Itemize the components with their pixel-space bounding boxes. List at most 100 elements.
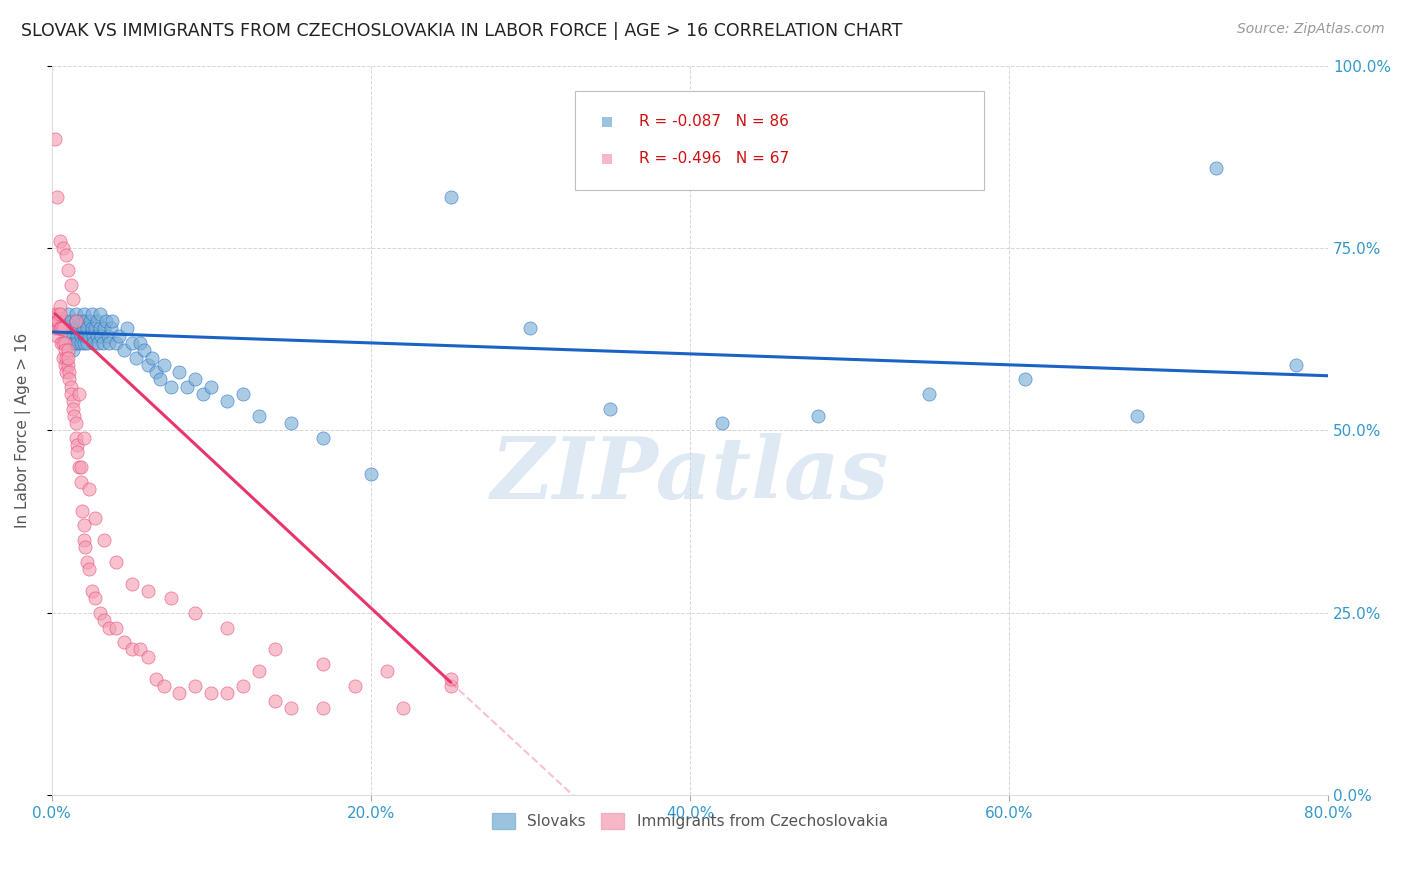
Point <box>77 482 100 496</box>
Point <box>108 328 131 343</box>
Point <box>59 321 82 335</box>
Point <box>280 701 302 715</box>
Point <box>67 460 90 475</box>
Point <box>84 321 107 335</box>
Point <box>193 387 215 401</box>
Point <box>58 372 80 386</box>
Point <box>734 115 756 129</box>
Point <box>104 621 127 635</box>
Point <box>65 314 87 328</box>
Point <box>82 328 104 343</box>
Point <box>734 152 756 166</box>
Text: R = -0.496   N = 67: R = -0.496 N = 67 <box>638 152 789 167</box>
Point <box>247 409 270 423</box>
Point <box>53 314 76 328</box>
Point <box>217 394 239 409</box>
Point <box>69 335 91 350</box>
Point <box>46 307 69 321</box>
Point <box>232 387 254 401</box>
Point <box>69 328 91 343</box>
Point <box>65 314 87 328</box>
Point <box>90 328 112 343</box>
Point <box>75 541 97 555</box>
Point <box>59 314 82 328</box>
Point <box>89 321 111 335</box>
Point <box>77 328 100 343</box>
Point <box>519 321 541 335</box>
Point <box>200 686 222 700</box>
Point <box>93 613 115 627</box>
Point <box>65 321 87 335</box>
Point <box>65 307 87 321</box>
Point <box>52 351 75 365</box>
Point <box>264 693 287 707</box>
Point <box>152 679 174 693</box>
Point <box>59 277 82 292</box>
Point <box>184 679 207 693</box>
Point <box>73 307 96 321</box>
Point <box>62 335 84 350</box>
FancyBboxPatch shape <box>575 91 984 190</box>
Point <box>45 314 67 328</box>
Point <box>49 300 72 314</box>
Point <box>1285 358 1308 372</box>
Point <box>56 343 79 358</box>
Point <box>136 358 159 372</box>
Point <box>89 307 111 321</box>
Point <box>160 380 183 394</box>
Point <box>217 686 239 700</box>
Point <box>89 606 111 620</box>
Point <box>51 321 73 335</box>
Point <box>84 591 107 606</box>
Point <box>49 321 72 335</box>
Point <box>44 307 66 321</box>
Point <box>134 343 156 358</box>
Point <box>136 584 159 599</box>
Point <box>44 321 66 335</box>
Point <box>440 679 463 693</box>
Point <box>44 131 66 145</box>
Point <box>343 679 366 693</box>
Point <box>80 584 103 599</box>
Point <box>70 504 93 518</box>
Point <box>59 387 82 401</box>
Point <box>1125 409 1147 423</box>
Point <box>55 351 77 365</box>
Point <box>599 401 621 416</box>
Point <box>84 511 107 525</box>
Point <box>55 365 77 379</box>
Point <box>112 343 135 358</box>
Point <box>46 314 69 328</box>
Point <box>53 335 76 350</box>
Point <box>807 409 830 423</box>
Point <box>141 351 163 365</box>
Point <box>55 248 77 262</box>
Point <box>76 555 98 569</box>
Point <box>98 621 121 635</box>
Point <box>87 335 110 350</box>
Point <box>73 518 96 533</box>
Point <box>56 328 79 343</box>
Point <box>66 445 89 459</box>
Point <box>112 635 135 649</box>
Point <box>56 351 79 365</box>
Point <box>128 642 150 657</box>
Point <box>56 263 79 277</box>
Point <box>93 321 115 335</box>
Point <box>45 190 67 204</box>
Point <box>121 576 143 591</box>
Point <box>149 372 172 386</box>
Point <box>145 672 167 686</box>
Point <box>312 701 335 715</box>
Point <box>169 365 191 379</box>
Point <box>65 431 87 445</box>
Point <box>440 190 463 204</box>
Point <box>59 380 82 394</box>
Point <box>73 328 96 343</box>
Point <box>63 409 86 423</box>
Point <box>391 701 413 715</box>
Point <box>184 606 207 620</box>
Point <box>101 314 124 328</box>
Point <box>312 431 335 445</box>
Point <box>1014 372 1036 386</box>
